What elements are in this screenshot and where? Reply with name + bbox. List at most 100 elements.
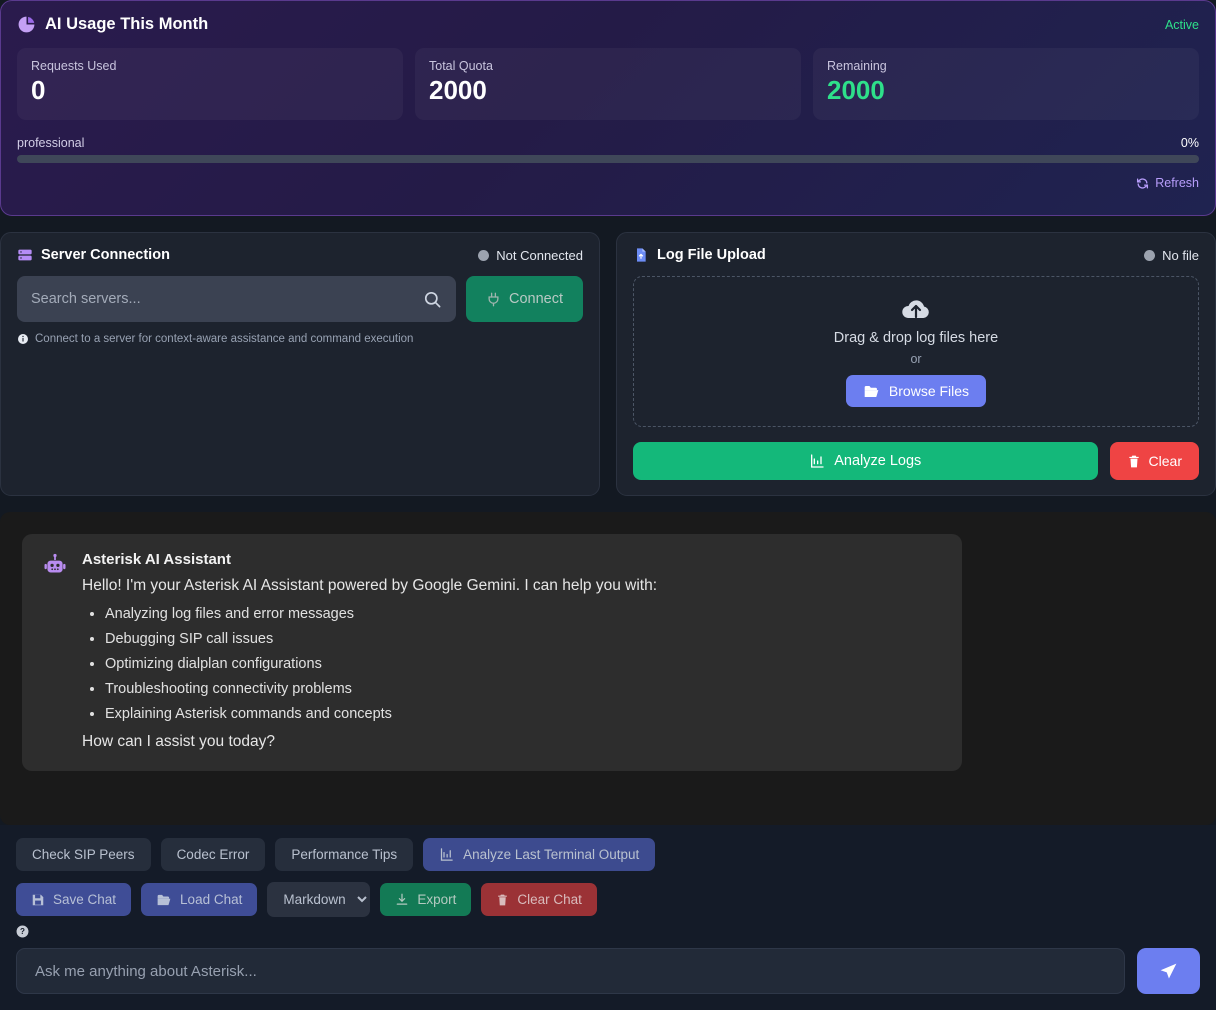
send-button[interactable] — [1137, 948, 1200, 994]
usage-title-group: AI Usage This Month — [17, 15, 208, 34]
analyze-logs-button[interactable]: Analyze Logs — [633, 442, 1098, 480]
refresh-icon — [1136, 177, 1149, 190]
stat-value: 2000 — [827, 75, 885, 105]
upload-status-label: No file — [1162, 247, 1199, 263]
server-status: Not Connected — [478, 248, 583, 263]
load-chat-label: Load Chat — [180, 892, 243, 907]
stat-value: 2000 — [429, 75, 487, 105]
quick-action-codec-error[interactable]: Codec Error — [160, 838, 266, 871]
clear-chat-label: Clear Chat — [517, 892, 582, 907]
refresh-button[interactable]: Refresh — [1136, 176, 1199, 190]
plan-row: professional 0% — [17, 136, 1199, 150]
help-circle-icon[interactable]: ? — [16, 925, 1200, 938]
refresh-row: Refresh — [17, 176, 1199, 190]
export-button[interactable]: Export — [380, 883, 472, 916]
search-input[interactable] — [31, 291, 423, 307]
quick-action-check-sip-peers[interactable]: Check SIP Peers — [16, 838, 151, 871]
file-dropzone[interactable]: Drag & drop log files here or Browse Fil… — [633, 276, 1199, 427]
stat-label: Remaining — [827, 59, 887, 73]
pie-chart-icon — [17, 15, 36, 34]
stat-label: Total Quota — [429, 59, 493, 73]
upload-status: No file — [1144, 248, 1199, 263]
usage-progress-bar — [17, 155, 1199, 163]
quick-actions-row: Check SIP Peers Codec Error Performance … — [16, 838, 1200, 871]
connect-label: Connect — [508, 291, 563, 307]
status-badge: Active — [1164, 17, 1199, 32]
upload-panel-header: Log File Upload No file — [633, 247, 1199, 263]
list-item: Explaining Asterisk commands and concept… — [105, 706, 942, 722]
server-connection-panel: Server Connection Not Connected — [0, 232, 600, 496]
server-panel-title: Server Connection — [41, 247, 170, 263]
server-title-group: Server Connection — [17, 247, 170, 263]
robot-icon — [42, 551, 68, 751]
assistant-message-body: Asterisk AI Assistant Hello! I'm your As… — [82, 551, 942, 751]
server-hint-text: Connect to a server for context-aware as… — [35, 333, 414, 345]
clear-file-label: Clear — [1148, 453, 1182, 469]
server-icon — [17, 247, 33, 263]
save-icon — [31, 893, 45, 907]
browse-files-label: Browse Files — [888, 383, 970, 399]
list-item: Troubleshooting connectivity problems — [105, 681, 942, 697]
usage-header: AI Usage This Month Active — [17, 15, 1199, 34]
assistant-capability-list: Analyzing log files and error messages D… — [82, 606, 942, 722]
stat-card-requests-used: Requests Used 0 — [17, 48, 403, 120]
page-title: AI Usage This Month — [45, 15, 209, 33]
trash-icon — [1127, 454, 1141, 469]
download-icon — [395, 892, 409, 907]
clear-file-button[interactable]: Clear — [1109, 442, 1199, 480]
stat-card-remaining: Remaining 2000 — [813, 48, 1199, 120]
clear-chat-button[interactable]: Clear Chat — [481, 883, 597, 916]
assistant-name: Asterisk AI Assistant — [82, 551, 231, 568]
server-hint: Connect to a server for context-aware as… — [17, 333, 583, 345]
upload-title-group: Log File Upload — [633, 247, 766, 263]
panels-row: Server Connection Not Connected — [0, 216, 1216, 496]
refresh-label: Refresh — [1155, 176, 1199, 190]
save-chat-button[interactable]: Save Chat — [16, 883, 132, 916]
list-item: Analyzing log files and error messages — [105, 606, 942, 622]
list-item: Optimizing dialplan configurations — [105, 656, 942, 672]
chat-message-area: Asterisk AI Assistant Hello! I'm your As… — [0, 512, 1216, 825]
send-icon — [1158, 961, 1179, 982]
usage-percent: 0% — [1180, 136, 1199, 150]
chart-bar-icon — [809, 453, 825, 469]
chat-input[interactable] — [16, 948, 1125, 994]
stat-value: 0 — [31, 75, 46, 105]
server-search-box[interactable] — [17, 276, 456, 322]
usage-stats-row: Requests Used 0 Total Quota 2000 Remaini… — [17, 48, 1199, 120]
composer-row — [16, 948, 1200, 994]
list-item: Debugging SIP call issues — [105, 631, 942, 647]
upload-panel-title: Log File Upload — [657, 247, 766, 263]
dropzone-text: Drag & drop log files here — [833, 330, 999, 346]
plug-icon — [486, 292, 501, 307]
stat-label: Requests Used — [31, 59, 117, 73]
trash-icon — [496, 893, 509, 907]
file-upload-icon — [633, 247, 649, 263]
upload-actions: Analyze Logs Clear — [633, 442, 1199, 480]
export-format-select[interactable]: Markdown — [267, 882, 371, 917]
status-dot-icon — [1144, 249, 1156, 261]
chat-tools-row: Save Chat Load Chat Markdown Export — [16, 882, 1200, 917]
stat-card-total-quota: Total Quota 2000 — [415, 48, 801, 120]
status-dot-icon — [478, 249, 490, 261]
browse-files-button[interactable]: Browse Files — [845, 375, 987, 407]
folder-open-icon — [863, 384, 880, 399]
assistant-message: Asterisk AI Assistant Hello! I'm your As… — [22, 534, 962, 771]
help-row: ? — [16, 925, 1200, 938]
server-panel-header: Server Connection Not Connected — [17, 247, 583, 263]
info-icon — [17, 333, 29, 345]
quick-action-analyze-last-terminal-output[interactable]: Analyze Last Terminal Output — [423, 838, 656, 871]
server-search-row: Connect — [17, 276, 583, 322]
cloud-upload-icon — [899, 296, 933, 324]
search-icon[interactable] — [423, 290, 442, 309]
chat-toolbar-area: Check SIP Peers Codec Error Performance … — [0, 825, 1216, 1010]
analyze-logs-label: Analyze Logs — [834, 453, 922, 469]
server-status-label: Not Connected — [496, 247, 583, 263]
assistant-outro: How can I assist you today? — [82, 733, 275, 750]
load-chat-button[interactable]: Load Chat — [141, 883, 258, 916]
connect-button[interactable]: Connect — [465, 276, 583, 322]
quick-action-performance-tips[interactable]: Performance Tips — [275, 838, 414, 871]
ai-usage-panel: AI Usage This Month Active Requests Used… — [0, 0, 1216, 216]
save-chat-label: Save Chat — [53, 892, 117, 907]
log-file-upload-panel: Log File Upload No file Drag & drop log … — [616, 232, 1216, 496]
plan-name: professional — [17, 136, 85, 150]
